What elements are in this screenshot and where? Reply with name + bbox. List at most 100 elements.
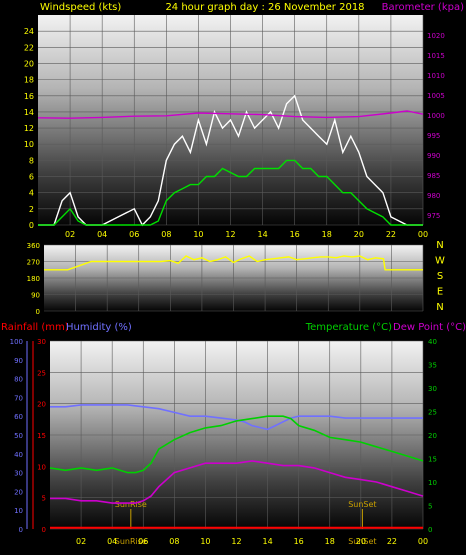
temperature-series (49, 404, 424, 529)
x-tick-label: 00 (418, 537, 428, 546)
rainfall-axis-label: Rainfall (mm) (1, 322, 69, 333)
y-tick-label: 2 (29, 205, 34, 214)
y2-tick-label: 1020 (427, 32, 445, 40)
humidity-y-ticks: 0 10 20 30 40 50 60 70 80 90 100 (10, 338, 28, 534)
y-tick-label: 90 (31, 292, 40, 300)
sun-annotations: SunRise SunRise SunSet SunSet (115, 500, 377, 546)
y2-tick-label: 1010 (427, 72, 445, 80)
compass-label: N (436, 302, 443, 313)
y2-tick-label: 980 (427, 192, 440, 200)
y2-tick-label: 995 (427, 132, 440, 140)
humidity-tick-label: 60 (14, 413, 23, 421)
x-tick-label: 02 (76, 537, 86, 546)
rain-tick-label: 25 (37, 369, 46, 377)
x-tick-label: 20 (356, 537, 366, 546)
wind-gust-line (38, 94, 423, 227)
barometer-y-ticks: 975 980 985 990 995 1000 1005 1010 1015 1020 (427, 32, 445, 220)
humidity-line (50, 404, 423, 431)
humidity-tick-label: 10 (14, 507, 23, 515)
compass-label: S (437, 271, 443, 282)
temperature-y-ticks: 0 5 10 15 20 25 30 35 40 (428, 338, 437, 534)
temperature-tick-label: 35 (428, 362, 437, 370)
temperature-tick-label: 15 (428, 456, 437, 464)
humidity-tick-label: 40 (14, 451, 23, 459)
rain-tick-label: 10 (37, 463, 46, 471)
humidity-axis-label: Humidity (%) (66, 322, 132, 333)
temperature-tick-label: 0 (428, 526, 432, 534)
y-tick-label: 360 (27, 242, 40, 250)
y-tick-label: 14 (24, 108, 34, 117)
humidity-tick-label: 50 (14, 432, 23, 440)
y-tick-label: 24 (24, 27, 34, 36)
x-tick-label: 10 (200, 537, 210, 546)
temperature-tick-label: 25 (428, 409, 437, 417)
y-tick-label: 6 (29, 173, 34, 182)
compass-label: N (436, 240, 443, 251)
y-tick-label: 18 (24, 76, 34, 85)
x-tick-label: 16 (290, 230, 300, 239)
barometer-axis-label: Barometer (kpa) (382, 2, 464, 13)
rain-tick-label: 5 (42, 495, 46, 503)
sun-axis-label: SunRise (115, 537, 147, 546)
y-tick-label: 10 (24, 140, 34, 149)
wind-x-ticks: 02 04 06 08 10 12 14 16 18 20 22 00 (65, 230, 428, 239)
rain-tick-label: 15 (37, 432, 46, 440)
x-tick-label: 08 (169, 537, 179, 546)
x-tick-label: 20 (354, 230, 364, 239)
temperature-tick-label: 20 (428, 432, 437, 440)
y-tick-label: 0 (29, 221, 34, 230)
x-tick-label: 02 (65, 230, 75, 239)
temperature-line (49, 415, 424, 474)
wind-direction-line (44, 255, 423, 271)
temperature-axis-label: Temperature (°C) (305, 322, 392, 333)
wind-series (37, 94, 424, 227)
y2-tick-label: 1000 (427, 112, 445, 120)
y2-tick-label: 985 (427, 172, 440, 180)
dewpoint-axis-label: Dew Point (°C) (393, 322, 466, 333)
temperature-tick-label: 40 (428, 338, 437, 346)
humidity-tick-label: 90 (14, 357, 23, 365)
temperature-tick-label: 5 (428, 503, 432, 511)
x-tick-label: 06 (129, 230, 139, 239)
temperature-tick-label: 10 (428, 479, 437, 487)
direction-y-ticks: 0 90 180 270 360 (27, 242, 40, 316)
wind-grid (38, 15, 424, 226)
x-tick-label: 22 (387, 537, 397, 546)
x-tick-label: 04 (107, 537, 117, 546)
x-tick-label: 00 (418, 230, 428, 239)
temperature-x-ticks: 02 04 06 08 10 12 14 16 18 20 22 00 (76, 537, 428, 546)
sun-axis-label: SunSet (348, 537, 376, 546)
y2-tick-label: 975 (427, 212, 440, 220)
y-tick-label: 0 (36, 308, 40, 316)
humidity-tick-label: 20 (14, 488, 23, 496)
rainfall-y-ticks: 0 5 10 15 20 25 30 (32, 338, 46, 534)
y-tick-label: 22 (24, 43, 34, 52)
x-tick-label: 18 (325, 537, 335, 546)
x-tick-label: 22 (386, 230, 396, 239)
dewpoint-line (50, 460, 424, 504)
temperature-tick-label: 30 (428, 385, 437, 393)
humidity-tick-label: 80 (14, 376, 23, 384)
chart-title: 24 hour graph day : 26 November 2018 (165, 2, 364, 13)
y-tick-label: 4 (29, 189, 34, 198)
y-tick-label: 180 (27, 275, 40, 283)
y-tick-label: 20 (24, 59, 34, 68)
barometer-line (37, 110, 424, 119)
sun-label: SunRise (115, 500, 147, 509)
humidity-tick-label: 70 (14, 394, 23, 402)
x-tick-label: 14 (262, 537, 272, 546)
temperature-grid (50, 340, 424, 530)
x-tick-label: 12 (231, 537, 241, 546)
wind-average-line (38, 159, 423, 226)
y-tick-label: 12 (24, 124, 34, 133)
humidity-tick-label: 30 (14, 470, 23, 478)
humidity-tick-label: 0 (19, 526, 23, 534)
compass-label: E (437, 287, 443, 298)
compass-label: W (435, 256, 445, 267)
x-tick-label: 04 (97, 230, 107, 239)
wind-axis-label: Windspeed (kts) (40, 2, 121, 13)
